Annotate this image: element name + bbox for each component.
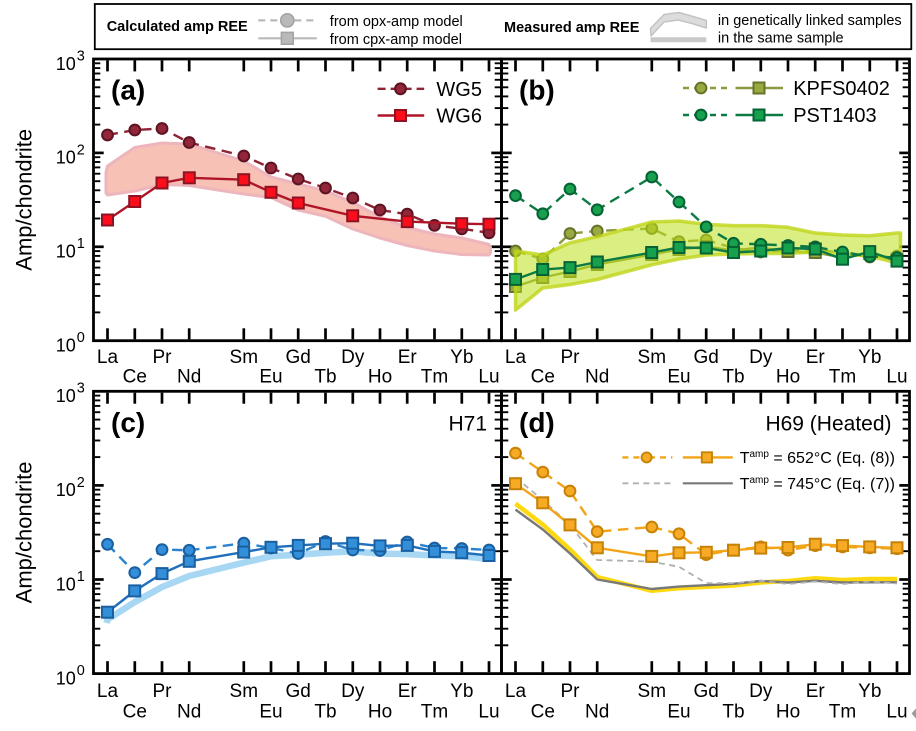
svg-text:10: 10 [56,54,76,74]
svg-text:Measured amp REE: Measured amp REE [504,20,640,36]
svg-text:Nd: Nd [585,367,609,388]
svg-text:La: La [97,681,119,702]
svg-text:1: 1 [77,236,85,252]
svg-text:(a): (a) [111,75,145,106]
svg-text:Nd: Nd [177,702,201,723]
svg-text:10: 10 [56,148,76,168]
svg-text:Dy: Dy [341,681,365,702]
svg-text:0: 0 [77,663,85,679]
svg-text:Sm: Sm [638,681,667,702]
svg-text:Tb: Tb [314,702,336,723]
svg-text:Tm: Tm [421,367,448,388]
svg-text:10: 10 [56,574,76,594]
svg-text:Nd: Nd [177,367,201,388]
svg-text:2: 2 [77,475,85,491]
svg-text:Eu: Eu [667,702,690,723]
svg-text:Lu: Lu [478,367,499,388]
svg-text:(c): (c) [111,407,145,438]
svg-text:Amp/chondrite: Amp/chondrite [12,129,37,271]
svg-text:Eu: Eu [259,367,282,388]
svg-text:Tb: Tb [722,367,744,388]
svg-text:KPFS0402: KPFS0402 [793,78,890,100]
svg-text:Tm: Tm [829,367,856,388]
svg-text:from opx-amp model: from opx-amp model [330,14,463,30]
svg-text:Nd: Nd [585,702,609,723]
svg-text:Pr: Pr [561,681,581,702]
svg-text:1: 1 [77,569,85,585]
svg-text:Lu: Lu [886,367,907,388]
svg-text:3: 3 [77,381,85,397]
svg-text:Pr: Pr [153,681,173,702]
svg-text:Ho: Ho [368,367,392,388]
svg-text:La: La [97,347,119,368]
svg-text:Sm: Sm [230,681,259,702]
svg-text:Ho: Ho [776,367,800,388]
svg-text:(b): (b) [519,75,555,106]
svg-text:Dy: Dy [749,347,773,368]
svg-text:H69 (Heated): H69 (Heated) [765,413,891,436]
svg-text:La: La [505,347,527,368]
svg-text:Tm: Tm [421,702,448,723]
svg-text:10: 10 [56,336,76,356]
svg-text:from cpx-amp model: from cpx-amp model [330,32,462,48]
svg-text:10: 10 [56,480,76,500]
svg-text:La: La [505,681,527,702]
svg-text:Tb: Tb [314,367,336,388]
svg-text:Dy: Dy [749,681,773,702]
svg-text:10: 10 [56,386,76,406]
svg-text:Yb: Yb [450,347,473,368]
svg-text:Ho: Ho [368,702,392,723]
svg-text:WG5: WG5 [436,79,482,101]
svg-text:Yb: Yb [858,347,881,368]
svg-text:Pr: Pr [561,347,581,368]
svg-text:Ce: Ce [123,702,147,723]
svg-text:Er: Er [806,347,826,368]
svg-text:Ce: Ce [531,702,555,723]
svg-text:Yb: Yb [858,681,881,702]
svg-text:Eu: Eu [667,367,690,388]
svg-text:Sm: Sm [230,347,259,368]
svg-text:Ce: Ce [531,367,555,388]
svg-text:Er: Er [806,681,826,702]
svg-text:(d): (d) [519,407,555,438]
svg-text:Sm: Sm [638,347,667,368]
svg-text:in genetically linked samples: in genetically linked samples [718,13,902,29]
svg-text:Calculated amp REE: Calculated amp REE [107,19,248,35]
svg-text:Lu: Lu [886,702,907,723]
svg-text:Yb: Yb [450,681,473,702]
svg-text:Ho: Ho [776,702,800,723]
svg-text:Lu: Lu [478,702,499,723]
svg-text:2: 2 [77,142,85,158]
svg-text:Tm: Tm [829,702,856,723]
svg-text:10: 10 [56,242,76,262]
svg-text:10: 10 [56,668,76,688]
svg-text:Pr: Pr [153,347,173,368]
svg-text:Tamp = 652°C (Eq. (8)): Tamp = 652°C (Eq. (8)) [740,449,895,467]
svg-text:3: 3 [77,48,85,64]
svg-text:Gd: Gd [694,681,719,702]
svg-text:Er: Er [398,347,418,368]
svg-text:Gd: Gd [286,347,311,368]
svg-text:Gd: Gd [694,347,719,368]
svg-text:Er: Er [398,681,418,702]
svg-text:Tamp = 745°C (Eq. (7)): Tamp = 745°C (Eq. (7)) [740,475,895,493]
svg-text:WG6: WG6 [436,106,482,128]
svg-text:in the same sample: in the same sample [718,31,844,47]
svg-text:Gd: Gd [286,681,311,702]
svg-text:Eu: Eu [259,702,282,723]
svg-text:0: 0 [77,330,85,346]
svg-text:Amp/chondrite: Amp/chondrite [12,461,37,603]
svg-text:PST1403: PST1403 [793,105,876,127]
svg-text:Dy: Dy [341,347,365,368]
svg-text:Tb: Tb [722,702,744,723]
svg-text:H71: H71 [448,413,487,436]
svg-text:Ce: Ce [123,367,147,388]
